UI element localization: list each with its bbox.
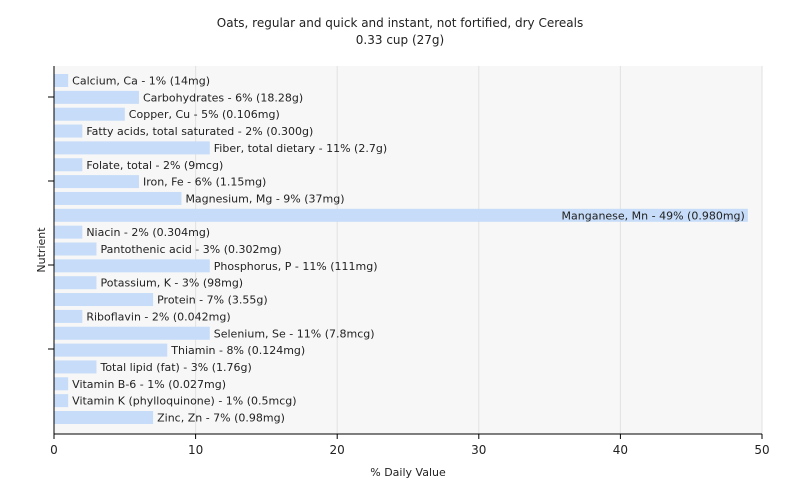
bar bbox=[54, 360, 97, 374]
bar-label: Manganese, Mn - 49% (0.980mg) bbox=[562, 209, 745, 222]
bar-label: Fiber, total dietary - 11% (2.7g) bbox=[214, 142, 387, 155]
bar bbox=[54, 74, 69, 87]
x-tick-label: 20 bbox=[330, 443, 345, 457]
bars bbox=[54, 74, 748, 424]
bar bbox=[54, 394, 69, 408]
bar bbox=[54, 191, 182, 205]
x-tick-label: 40 bbox=[613, 443, 628, 457]
bar-label: Iron, Fe - 6% (1.15mg) bbox=[143, 176, 266, 189]
bar bbox=[54, 343, 168, 357]
bar-label: Zinc, Zn - 7% (0.98mg) bbox=[157, 412, 285, 425]
y-ticks bbox=[48, 96, 54, 350]
bar bbox=[54, 90, 139, 104]
x-tick-label: 50 bbox=[754, 443, 769, 457]
x-axis-title: % Daily Value bbox=[370, 466, 446, 479]
bar-label: Thiamin - 8% (0.124mg) bbox=[170, 344, 305, 357]
bar bbox=[54, 124, 83, 138]
bar bbox=[54, 293, 154, 307]
bar-label: Copper, Cu - 5% (0.106mg) bbox=[129, 108, 280, 121]
bar bbox=[54, 141, 210, 155]
bar bbox=[54, 158, 83, 172]
bar bbox=[54, 107, 125, 121]
bar-label: Vitamin K (phylloquinone) - 1% (0.5mcg) bbox=[72, 395, 296, 408]
bar-label: Calcium, Ca - 1% (14mg) bbox=[72, 75, 210, 88]
bar bbox=[54, 242, 97, 256]
bar-label: Potassium, K - 3% (98mg) bbox=[100, 277, 243, 290]
bar bbox=[54, 309, 83, 323]
x-tick-label: 30 bbox=[471, 443, 486, 457]
bar-label: Folate, total - 2% (9mcg) bbox=[86, 159, 223, 172]
axes bbox=[53, 66, 762, 435]
bar bbox=[54, 411, 154, 424]
bar-labels: Calcium, Ca - 1% (14mg) Carbohydrates - 6… bbox=[72, 75, 745, 425]
bar bbox=[54, 377, 69, 391]
bar-label: Riboflavin - 2% (0.042mg) bbox=[86, 310, 230, 323]
bar-label: Vitamin B-6 - 1% (0.027mg) bbox=[72, 378, 226, 391]
y-axis-title: Nutrient bbox=[35, 227, 48, 273]
bar bbox=[54, 225, 83, 239]
bar-label: Magnesium, Mg - 9% (37mg) bbox=[185, 192, 344, 205]
x-ticks: 0 10 20 30 40 50 bbox=[50, 434, 770, 457]
bar-label: Carbohydrates - 6% (18.28g) bbox=[143, 91, 303, 104]
plot-background bbox=[54, 66, 762, 434]
chart-subtitle: 0.33 cup (27g) bbox=[356, 33, 444, 47]
bar-label: Fatty acids, total saturated - 2% (0.300… bbox=[86, 125, 313, 138]
bar bbox=[54, 175, 139, 189]
bar-label: Phosphorus, P - 11% (111mg) bbox=[214, 260, 378, 273]
bar bbox=[54, 259, 210, 273]
bar-label: Niacin - 2% (0.304mg) bbox=[86, 226, 210, 239]
bar bbox=[54, 276, 97, 290]
bar bbox=[54, 326, 210, 340]
x-tick-label: 10 bbox=[188, 443, 203, 457]
x-tick-label: 0 bbox=[50, 443, 58, 457]
bar-label: Total lipid (fat) - 3% (1.76g) bbox=[99, 361, 251, 374]
grid-lines bbox=[195, 66, 763, 434]
bar-label: Protein - 7% (3.55g) bbox=[157, 294, 268, 307]
bar-label: Pantothenic acid - 3% (0.302mg) bbox=[100, 243, 281, 256]
chart-title: Oats, regular and quick and instant, not… bbox=[217, 16, 583, 30]
bar bbox=[54, 208, 748, 222]
bar-label: Selenium, Se - 11% (7.8mcg) bbox=[214, 327, 375, 340]
